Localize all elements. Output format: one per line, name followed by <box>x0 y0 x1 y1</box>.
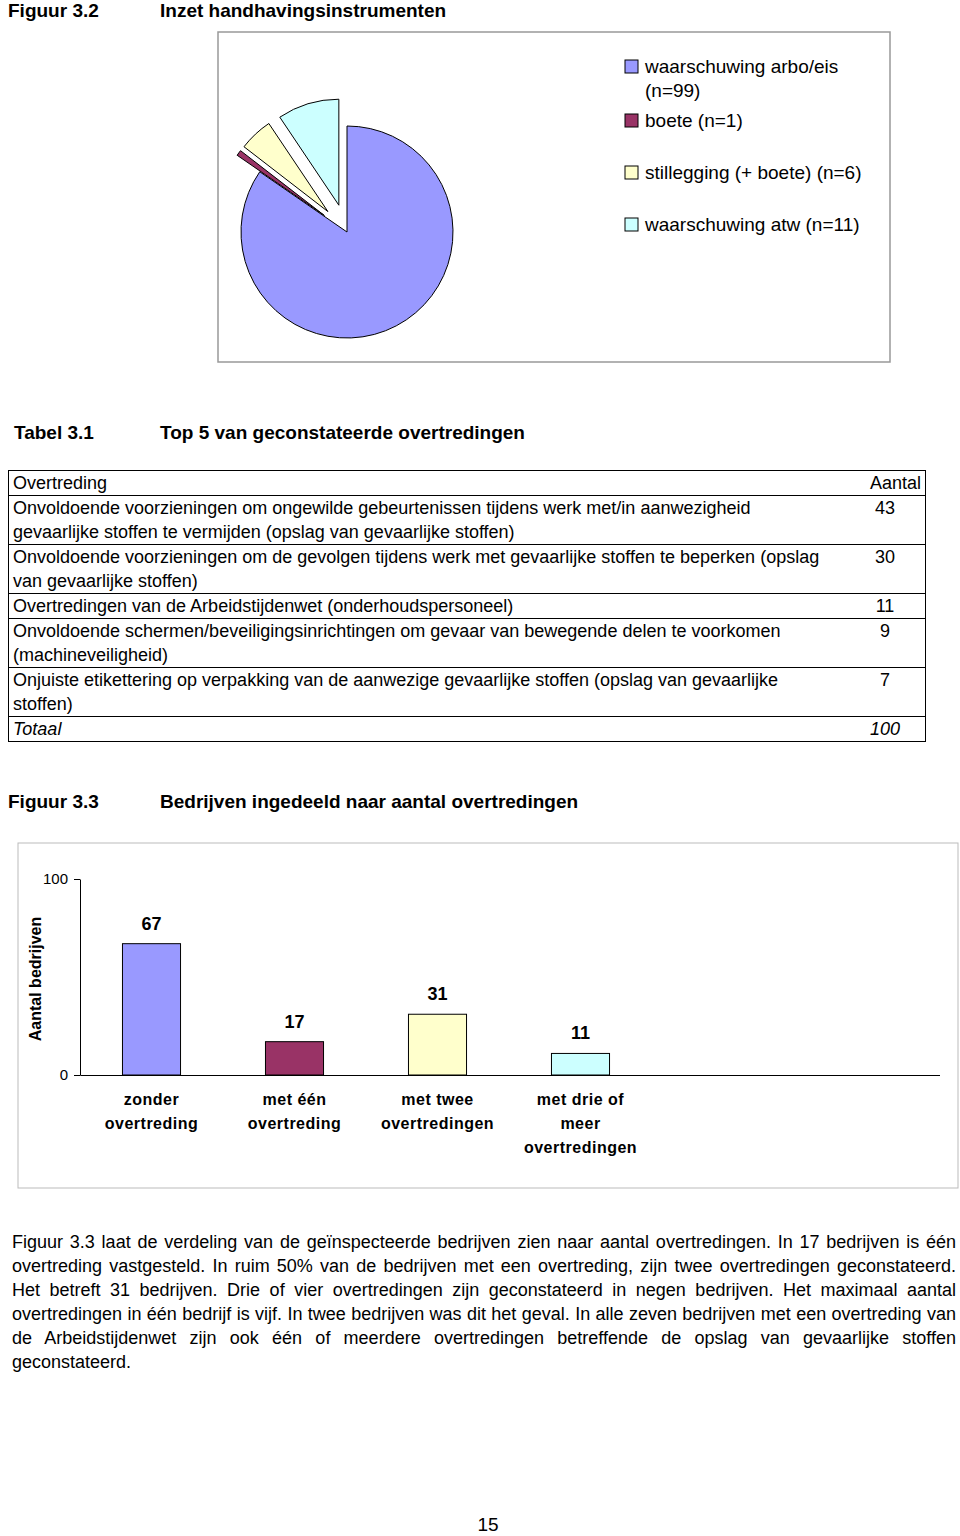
legend-swatch <box>625 114 638 127</box>
table-cell: Totaal <box>9 717 846 742</box>
page-number: 15 <box>0 1514 960 1536</box>
table-cell: 100 <box>845 717 926 742</box>
data-label: 17 <box>284 1012 304 1032</box>
legend-swatch <box>625 60 638 73</box>
data-label: 67 <box>141 914 161 934</box>
figure-label: Figuur 3.2 <box>8 0 99 22</box>
table-header-row: OvertredingAantal <box>9 471 926 496</box>
legend-label: boete (n=1) <box>645 110 743 131</box>
table: OvertredingAantalOnvoldoende voorziening… <box>8 470 926 742</box>
table-cell: Onvoldoende voorzieningen om ongewilde g… <box>9 496 846 545</box>
table-row: Onjuiste etikettering op verpakking van … <box>9 668 926 717</box>
x-axis: zonderovertreding met éénovertreding met t… <box>81 1075 653 1156</box>
legend-swatch <box>625 218 638 231</box>
bar <box>551 1053 609 1075</box>
table-header-cell: Aantal <box>845 471 926 496</box>
y-axis-title: Aantal bedrijven <box>27 917 44 1041</box>
bar <box>122 944 180 1075</box>
bar <box>408 1014 466 1075</box>
table-row: Overtredingen van de Arbeidstijdenwet (o… <box>9 594 926 619</box>
bar <box>265 1042 323 1075</box>
chart-frame <box>18 843 958 1188</box>
bars <box>122 944 609 1075</box>
y-axis: 0 100 <box>43 870 81 1083</box>
table-label: Tabel 3.1 <box>14 422 94 444</box>
y-tick-mark <box>74 879 80 880</box>
x-tick-label: met tweeovertredingen <box>381 1091 494 1132</box>
table-cell: 9 <box>845 619 926 668</box>
table-cell: 7 <box>845 668 926 717</box>
table-total-row: Totaal100 <box>9 717 926 742</box>
chart-frame <box>218 32 890 362</box>
legend: waarschuwing arbo/eis(n=99) boete (n=1) st… <box>625 56 862 235</box>
table-cell: Onvoldoende schermen/beveiligingsinricht… <box>9 619 846 668</box>
data-label: 31 <box>427 984 447 1004</box>
table-row: Onvoldoende voorzieningen om de gevolgen… <box>9 545 926 594</box>
legend-label: waarschuwing atw (n=11) <box>644 214 860 235</box>
x-tick: met tweeovertredingen <box>381 1075 494 1132</box>
paragraph: Figuur 3.3 laat de verdeling van de geïn… <box>12 1230 956 1374</box>
x-tick-label: zonderovertreding <box>105 1091 199 1132</box>
x-axis-line <box>81 1075 653 1076</box>
figure-label: Figuur 3.3 <box>8 791 99 813</box>
legend-swatch <box>625 166 638 179</box>
chart-title: Inzet handhavingsinstrumenten <box>160 0 446 22</box>
y-tick-label: 100 <box>43 870 68 887</box>
pie-slice <box>280 99 339 205</box>
y-tick: 0 <box>60 1066 80 1083</box>
table-title: Top 5 van geconstateerde overtredingen <box>160 422 525 444</box>
table-header-cell: Overtreding <box>9 471 846 496</box>
table-cell: Onvoldoende voorzieningen om de gevolgen… <box>9 545 846 594</box>
y-tick-mark <box>74 1075 80 1076</box>
table-cell: Onjuiste etikettering op verpakking van … <box>9 668 846 717</box>
table-cell: Overtredingen van de Arbeidstijdenwet (o… <box>9 594 846 619</box>
x-tick: met éénovertreding <box>248 1075 342 1132</box>
y-axis-line <box>80 880 81 1076</box>
legend-label: stillegging (+ boete) (n=6) <box>645 162 862 183</box>
table-row: Onvoldoende voorzieningen om ongewilde g… <box>9 496 926 545</box>
table-row: Onvoldoende schermen/beveiligingsinricht… <box>9 619 926 668</box>
y-tick-label: 0 <box>60 1066 68 1083</box>
table-cell: 11 <box>845 594 926 619</box>
x-axis-extension <box>652 1075 940 1076</box>
x-tick-label: met drie ofmeerovertredingen <box>524 1091 637 1156</box>
table-cell: 43 <box>845 496 926 545</box>
x-tick-label: met éénovertreding <box>248 1091 342 1132</box>
legend-label: waarschuwing arbo/eis(n=99) <box>644 56 838 101</box>
pie <box>237 99 453 338</box>
y-tick: 100 <box>43 870 80 887</box>
x-tick: zonderovertreding <box>105 1075 199 1132</box>
x-tick: met drie ofmeerovertredingen <box>524 1075 637 1156</box>
table-cell: 30 <box>845 545 926 594</box>
chart-title: Bedrijven ingedeeld naar aantal overtred… <box>160 791 578 813</box>
data-label: 11 <box>571 1023 590 1043</box>
